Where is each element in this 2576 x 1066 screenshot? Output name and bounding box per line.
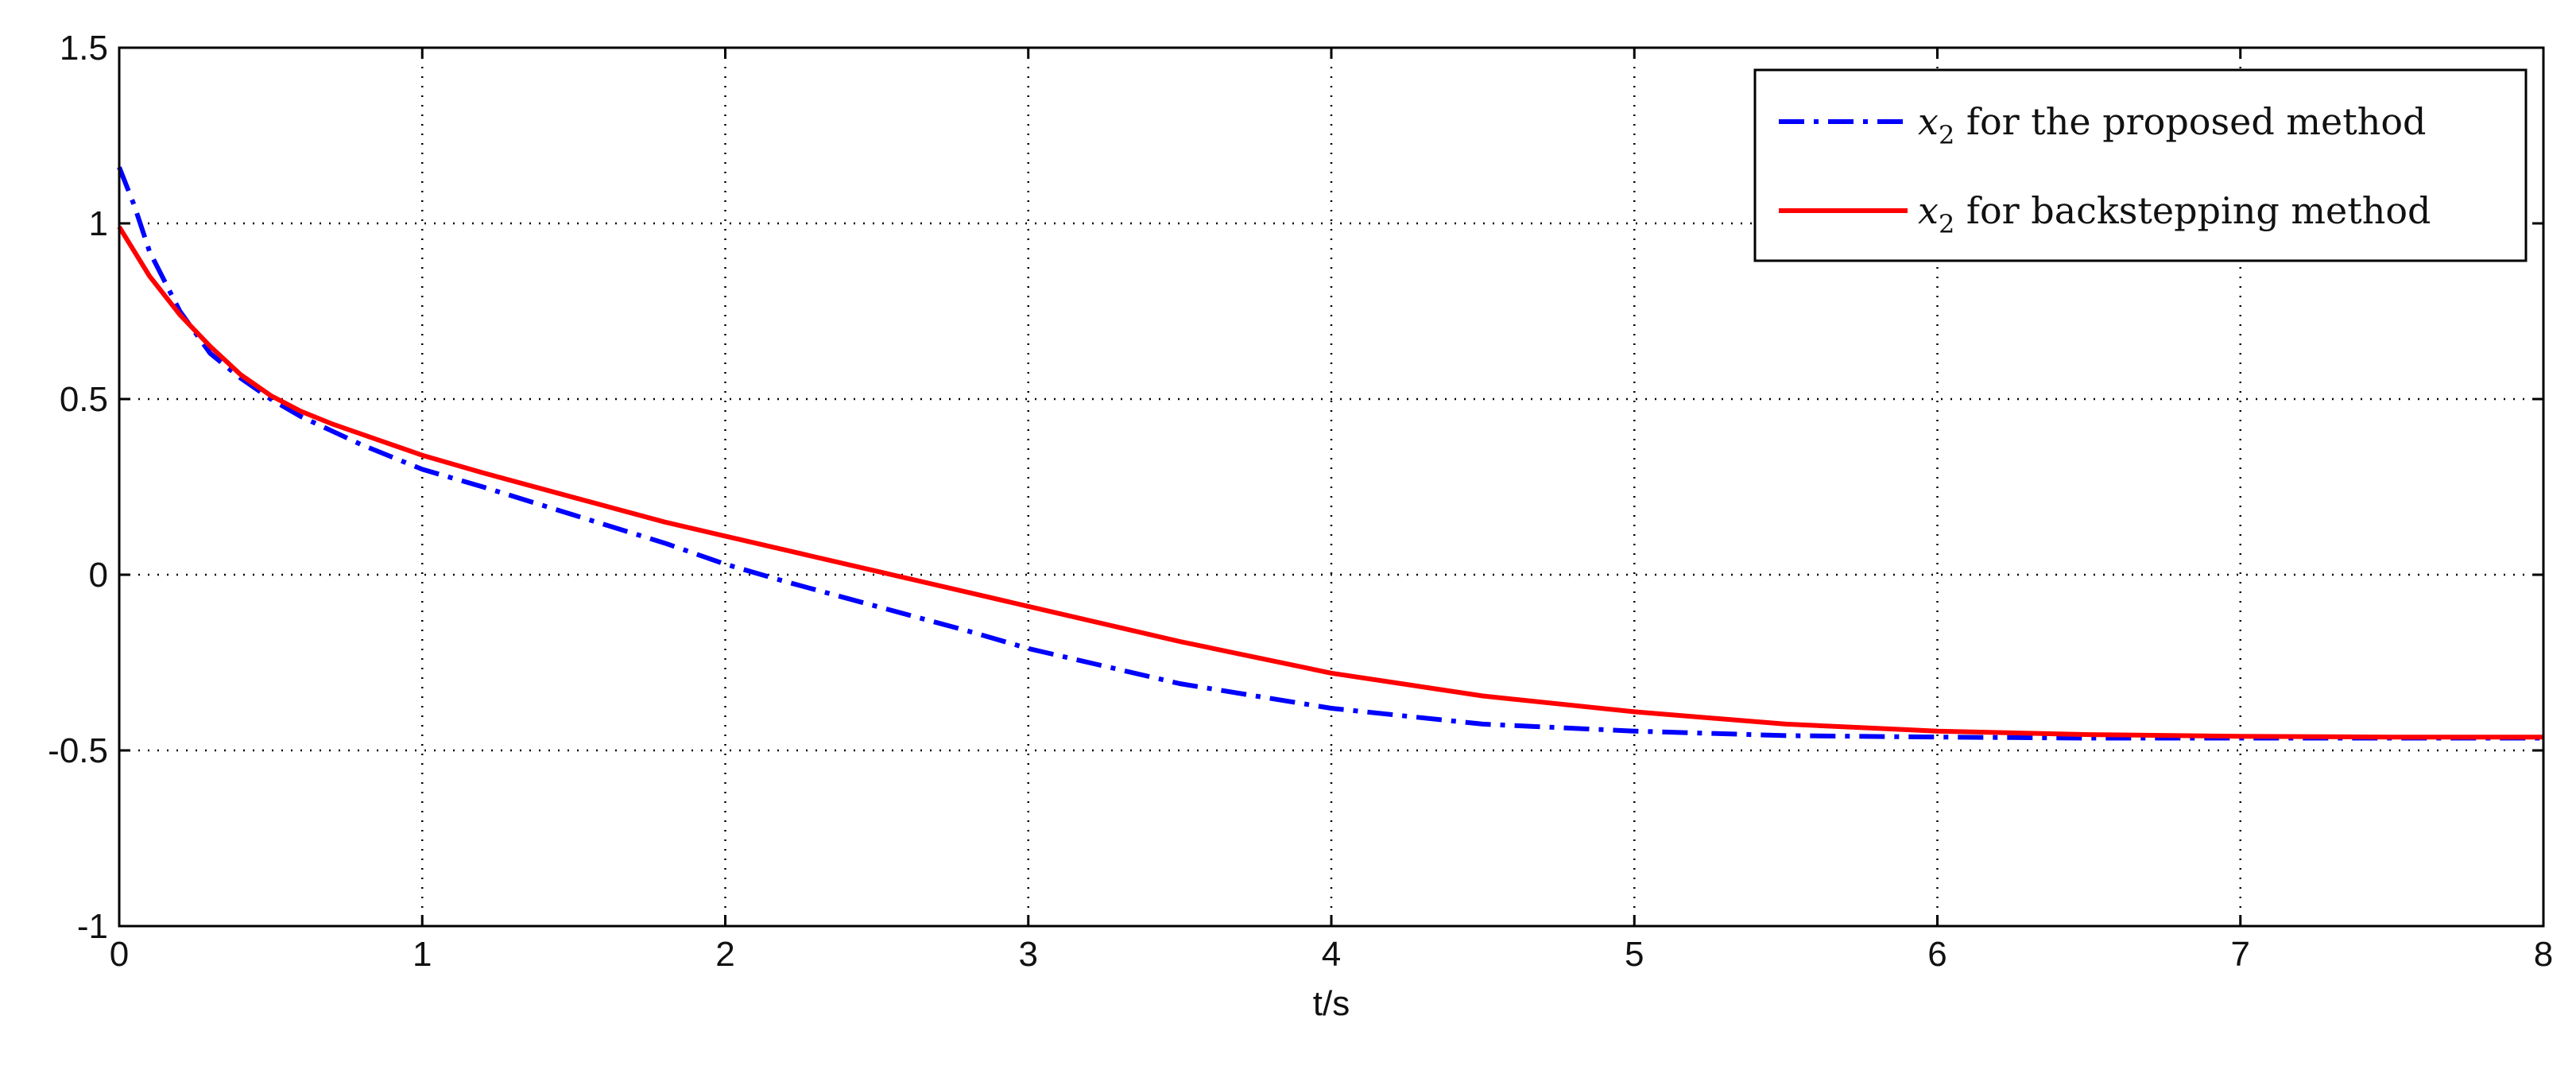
x-tick-label: 3: [1019, 935, 1038, 974]
legend-box: [1753, 68, 2528, 262]
x-tick-label: 2: [715, 935, 734, 974]
legend-desc: for backstepping method: [1954, 189, 2431, 232]
legend-desc: for the proposed method: [1954, 100, 2426, 143]
y-tick-label: 1: [89, 204, 108, 243]
axis-ticks: [118, 46, 2545, 928]
x-tick-label: 7: [2231, 935, 2250, 974]
tick-labels: 0 1 2 3 4 5 6 7 8 -1 -0.5 0 0.5 1 1.5: [48, 29, 2553, 974]
y-tick-label: -1: [77, 907, 108, 946]
legend-var: x: [1918, 100, 1939, 143]
legend-entry-2: x2 for backstepping method: [1918, 189, 2431, 239]
series-line-2: [117, 225, 2543, 740]
legend-entry-1: x2 for the proposed method: [1918, 100, 2426, 150]
y-tick-label: -0.5: [48, 731, 108, 770]
x-tick-label: 0: [110, 935, 129, 974]
legend-subscript: 2: [1939, 209, 1954, 239]
series-line-1: [117, 166, 2543, 741]
x-tick-label: 6: [1927, 935, 1947, 974]
x-tick-label: 5: [1625, 935, 1644, 974]
x-axis-label: t/s: [1313, 984, 1350, 1023]
series-layer: [117, 166, 2543, 741]
x-tick-label: 1: [413, 935, 432, 974]
x-tick-label: 8: [2534, 935, 2553, 974]
y-tick-label: 0: [89, 556, 108, 595]
legend-var: x: [1918, 189, 1939, 232]
y-tick-label: 1.5: [60, 29, 108, 68]
y-tick-label: 0.5: [60, 380, 108, 419]
x-tick-label: 4: [1322, 935, 1341, 974]
legend-subscript: 2: [1939, 120, 1954, 150]
grid: [119, 48, 2543, 926]
